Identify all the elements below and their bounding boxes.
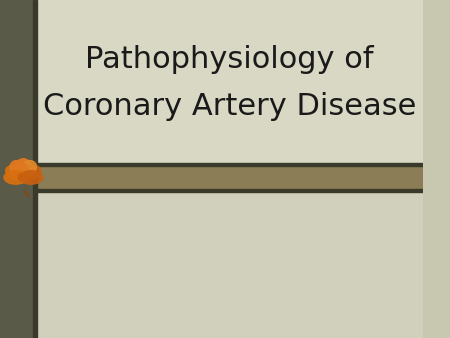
Ellipse shape bbox=[18, 161, 36, 178]
Ellipse shape bbox=[10, 161, 29, 178]
Bar bbox=[36, 191, 423, 338]
Bar bbox=[36, 189, 423, 192]
Ellipse shape bbox=[4, 171, 27, 184]
Ellipse shape bbox=[6, 165, 27, 180]
Text: Coronary Artery Disease: Coronary Artery Disease bbox=[43, 92, 416, 121]
Bar bbox=[0, 0, 36, 338]
Ellipse shape bbox=[19, 165, 41, 180]
Bar bbox=[36, 0, 423, 166]
Ellipse shape bbox=[19, 171, 42, 184]
Bar bbox=[36, 166, 423, 189]
Ellipse shape bbox=[15, 159, 32, 177]
Bar bbox=[32, 0, 37, 338]
Bar bbox=[36, 163, 423, 166]
Text: Pathophysiology of: Pathophysiology of bbox=[85, 45, 374, 74]
Ellipse shape bbox=[18, 173, 28, 182]
